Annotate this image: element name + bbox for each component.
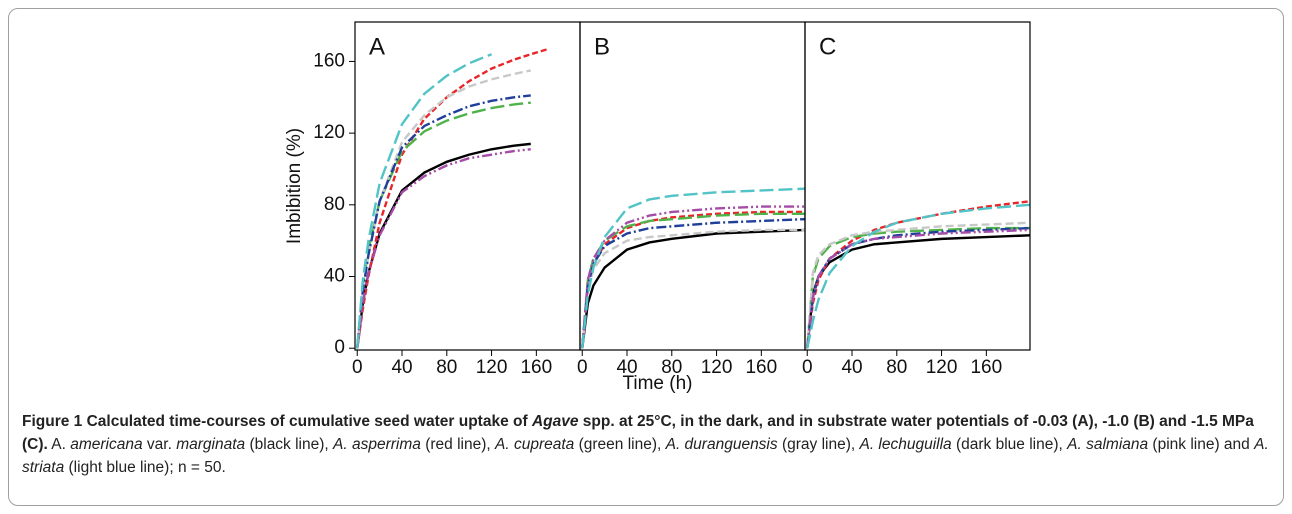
x-tick-label: 0: [352, 357, 363, 378]
x-tick-label: 160: [970, 357, 1002, 378]
y-tick-label: 160: [313, 50, 345, 71]
x-tick-label: 80: [886, 357, 907, 378]
series-line: [581, 228, 805, 349]
series-line: [581, 212, 805, 349]
x-tick-label: 40: [391, 357, 412, 378]
x-tick-label: 80: [661, 357, 682, 378]
caption-text: A. striata: [22, 436, 1269, 476]
figure-frame: [8, 8, 1284, 506]
series-line: [806, 226, 1030, 349]
caption-text: spp. at 25°C, in the dark, and in substr…: [22, 413, 1254, 453]
caption-text: Figure 1 Calculated time-courses of cumu…: [22, 413, 532, 430]
x-tick-label: 120: [926, 357, 958, 378]
series-line: [806, 221, 1031, 349]
caption-text: (pink line) and: [1148, 436, 1255, 453]
caption-text: (black line),: [245, 436, 334, 453]
x-tick-label: 120: [476, 357, 508, 378]
caption-text: americana: [70, 436, 143, 453]
panel-frame: [579, 21, 806, 351]
series-line: [581, 217, 806, 349]
x-axis-label: Time (h): [622, 373, 692, 394]
caption-text: (dark blue line),: [951, 436, 1068, 453]
caption-text: (gray line),: [777, 436, 860, 453]
y-tick-label: 40: [324, 266, 345, 287]
series-line: [356, 148, 531, 349]
series-line: [356, 53, 493, 349]
panel-frame: [804, 21, 1031, 351]
caption-text: (light blue line); n = 50.: [64, 459, 226, 476]
caption-text: A. duranguensis: [665, 436, 778, 453]
caption: Figure 1 Calculated time-courses of cumu…: [22, 410, 1272, 479]
series-line: [356, 47, 550, 349]
series-line: [581, 205, 805, 349]
y-tick-label: 120: [313, 122, 345, 143]
x-tick-label: 160: [520, 357, 552, 378]
chart: A 0 40 80 120 160 0 40 80 120 160 Imbibition (%) B 0 4…: [284, 21, 1031, 394]
caption-text: var.: [142, 436, 177, 453]
caption-text: A. cupreata: [495, 436, 575, 453]
series-line: [356, 69, 532, 349]
x-tick-label: 40: [841, 357, 862, 378]
caption-text: (green line),: [574, 436, 666, 453]
series-line: [581, 228, 806, 349]
y-tick-label: 80: [324, 194, 345, 215]
y-tick-label: 0: [334, 337, 345, 358]
panel-frame: [354, 21, 581, 351]
x-tick-label: 160: [745, 357, 777, 378]
x-tick-label: 40: [616, 357, 637, 378]
caption-text: Agave: [531, 413, 579, 430]
x-tick-label: 0: [802, 357, 813, 378]
y-axis-label: Imbibition (%): [284, 128, 305, 244]
caption-text: A. asperrima: [333, 436, 421, 453]
caption-text: A. salmiana: [1067, 436, 1149, 453]
panel-label: A: [369, 33, 385, 60]
x-tick-label: 0: [577, 357, 588, 378]
series-line: [806, 228, 1031, 349]
panel-label: C: [819, 33, 836, 60]
caption-text: marginata: [176, 436, 246, 453]
caption-text: A. lechuguilla: [859, 436, 952, 453]
caption-text: (red line),: [420, 436, 495, 453]
x-tick-label: 120: [701, 357, 733, 378]
panel-label: B: [594, 33, 610, 60]
series-line: [356, 94, 531, 349]
series-line: [581, 187, 806, 349]
series-line: [806, 203, 1031, 349]
series-line: [806, 226, 1031, 349]
caption-text: A.: [47, 436, 71, 453]
x-tick-label: 80: [436, 357, 457, 378]
